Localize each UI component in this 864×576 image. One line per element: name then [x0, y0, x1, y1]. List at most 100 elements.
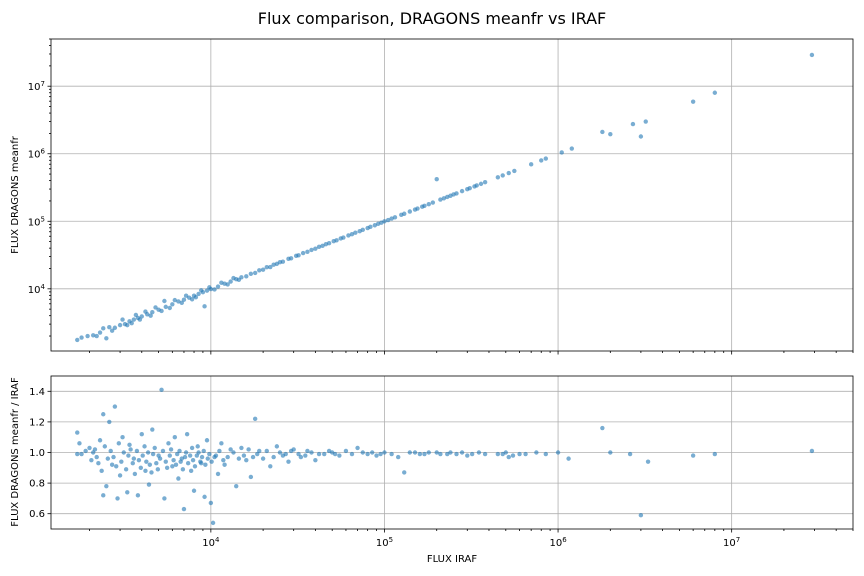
bottom-data-point — [332, 451, 338, 457]
bottom-data-point — [162, 496, 167, 501]
bottom-data-point — [111, 454, 116, 460]
top-data-point — [117, 322, 123, 328]
top-data-point — [389, 216, 394, 221]
bottom-data-point — [283, 451, 288, 457]
bottom-data-point — [469, 451, 475, 457]
bottom-data-point — [260, 456, 266, 461]
bottom-data-point — [171, 457, 176, 463]
top-data-point — [150, 310, 155, 315]
top-data-point — [183, 293, 189, 298]
bottom-data-point — [125, 490, 130, 495]
bottom-data-point — [543, 451, 548, 457]
top-data-point — [170, 302, 175, 307]
bottom-data-point — [305, 448, 310, 454]
top-data-point — [172, 297, 178, 303]
bottom-data-point — [277, 450, 283, 455]
bottom-data-point — [600, 425, 605, 431]
bottom-data-point — [96, 461, 101, 466]
bottom-data-point — [255, 451, 260, 457]
bottom-data-point — [168, 447, 174, 452]
bottom-data-point — [402, 470, 407, 475]
top-data-point — [109, 328, 115, 333]
bottom-data-point — [114, 464, 119, 469]
bottom-data-point — [195, 444, 200, 449]
top-data-point — [528, 162, 534, 167]
bottom-data-point — [75, 451, 80, 457]
top-data-point — [112, 325, 118, 330]
bottom-data-point — [365, 451, 370, 457]
bottom-data-point — [123, 467, 129, 472]
bottom-data-point — [119, 459, 124, 464]
bottom-data-point — [192, 464, 198, 469]
bottom-data-point — [138, 465, 144, 470]
bottom-data-point — [104, 483, 109, 489]
bottom-data-point — [173, 462, 179, 467]
bottom-data-point — [167, 453, 172, 458]
top-data-point — [500, 173, 505, 178]
bottom-data-point — [426, 450, 431, 455]
bottom-data-point — [523, 451, 528, 457]
bottom-data-point — [204, 438, 210, 443]
top-data-point — [153, 305, 158, 310]
bottom-data-point — [316, 451, 322, 457]
top-data-point — [159, 308, 164, 314]
top-data-point — [341, 235, 346, 240]
top-data-point — [260, 267, 266, 272]
bottom-data-point — [252, 416, 258, 422]
bottom-points — [75, 387, 815, 526]
top-data-point — [569, 146, 574, 151]
bottom-data-point — [191, 488, 197, 493]
top-data-point — [334, 238, 339, 243]
bottom-data-point — [407, 450, 413, 455]
bottom-data-point — [645, 459, 651, 464]
bottom-data-point — [143, 468, 148, 474]
bottom-data-point — [139, 431, 144, 437]
bottom-data-point — [203, 462, 208, 467]
bottom-data-point — [94, 454, 99, 460]
bottom-data-point — [176, 476, 181, 481]
bottom-data-point — [374, 453, 379, 458]
bottom-data-point — [236, 456, 242, 461]
bottom-y-tick-label: 0.6 — [29, 509, 45, 520]
bottom-data-point — [248, 474, 254, 480]
bottom-data-point — [120, 435, 125, 440]
bottom-data-point — [250, 454, 256, 460]
top-y-tick-label: 104 — [28, 283, 46, 296]
bottom-data-point — [159, 387, 164, 392]
bottom-data-point — [172, 435, 178, 440]
bottom-data-point — [322, 451, 327, 457]
bottom-data-point — [75, 430, 80, 435]
bottom-data-point — [147, 462, 153, 467]
bottom-data-point — [99, 468, 104, 474]
bottom-data-point — [92, 447, 98, 452]
bottom-x-tick-label: 104 — [202, 536, 220, 549]
top-data-point — [441, 196, 447, 201]
bottom-data-point — [89, 457, 94, 463]
top-data-point — [543, 156, 548, 161]
bottom-data-point — [454, 451, 459, 457]
bottom-x-tick-label: 105 — [376, 536, 393, 549]
top-data-point — [94, 333, 99, 339]
top-data-point — [539, 158, 544, 163]
bottom-data-point — [183, 450, 189, 455]
top-data-point — [167, 305, 172, 311]
bottom-data-point — [389, 451, 394, 457]
top-data-point — [365, 225, 370, 231]
bottom-data-point — [109, 462, 115, 467]
bottom-data-point — [712, 451, 718, 457]
top-data-point — [600, 129, 605, 135]
bottom-data-point — [128, 447, 133, 452]
top-data-point — [313, 246, 318, 251]
top-data-point — [207, 285, 212, 290]
bottom-data-point — [288, 448, 294, 454]
bottom-data-point — [534, 450, 539, 455]
bottom-data-point — [121, 450, 126, 455]
bottom-data-point — [112, 404, 118, 409]
bottom-data-point — [495, 451, 501, 457]
top-data-point — [131, 317, 137, 322]
bottom-data-point — [349, 451, 355, 457]
top-data-point — [459, 188, 465, 194]
bottom-data-point — [163, 459, 168, 464]
bottom-data-point — [448, 450, 453, 455]
bottom-data-point — [234, 483, 239, 489]
